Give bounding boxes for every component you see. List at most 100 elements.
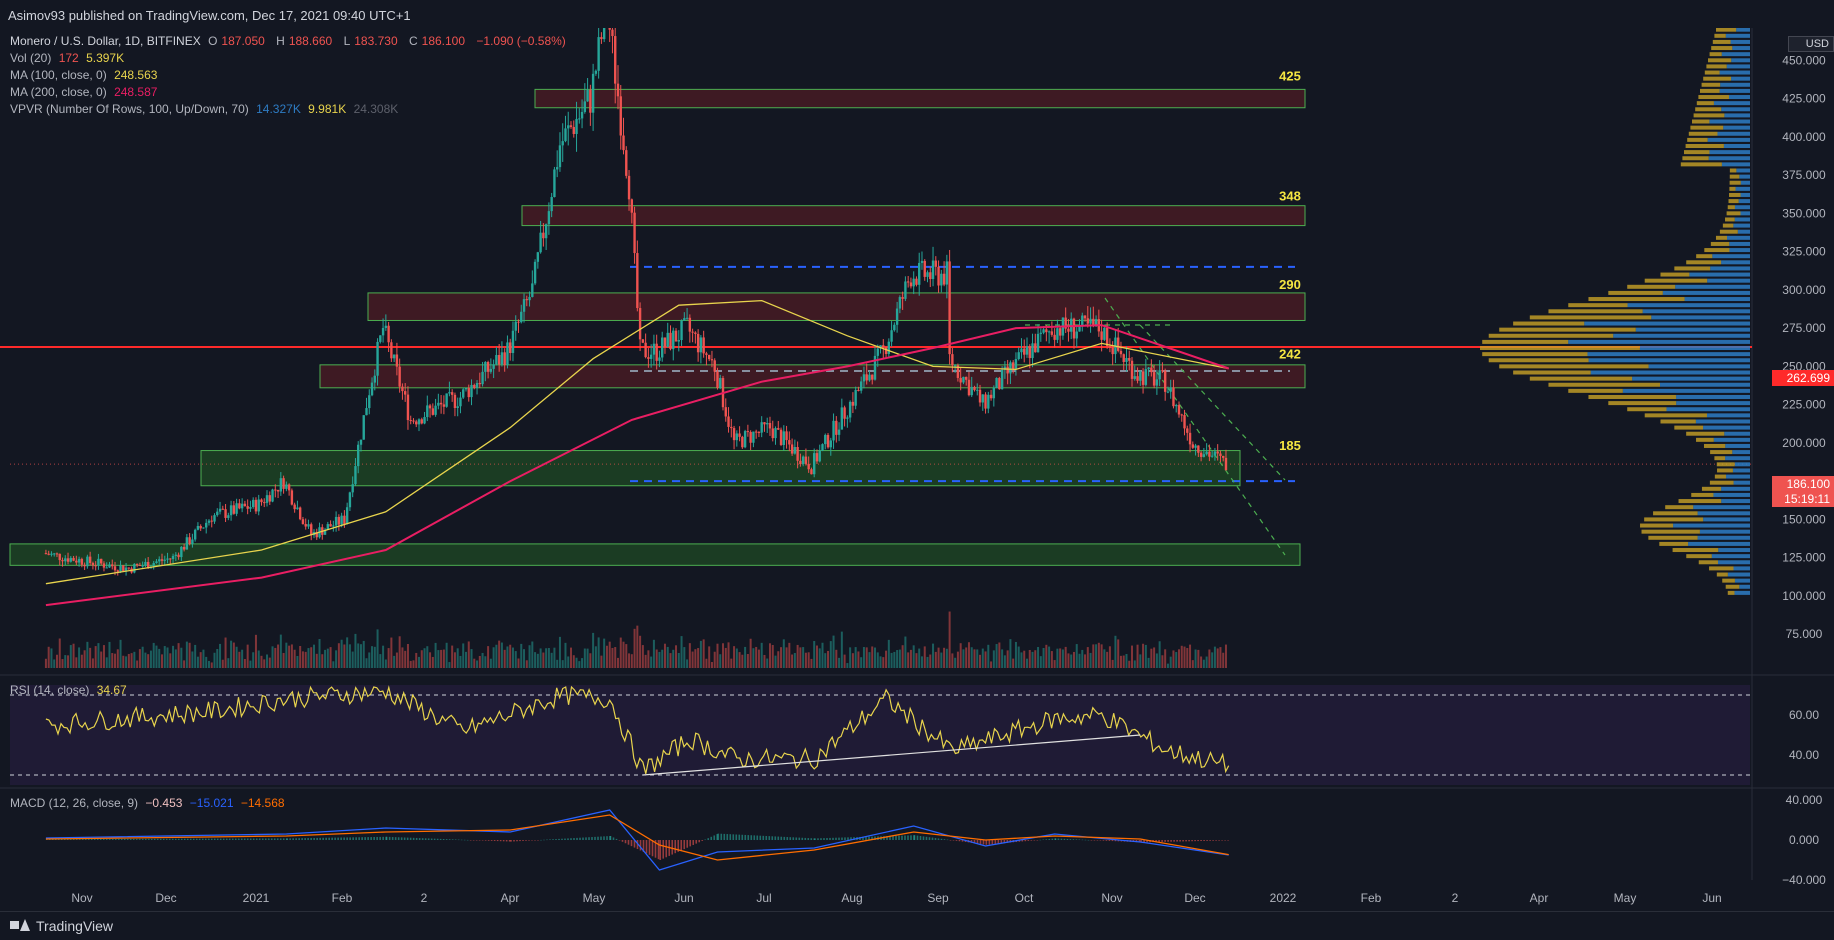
volume-bar [420, 650, 423, 668]
symbol-name[interactable]: Monero / U.S. Dollar, 1D, BITFINEX [10, 34, 201, 48]
vpvr-up-bar [1725, 456, 1750, 461]
macd-tick-label: −40.000 [1782, 873, 1826, 887]
candle-body [1006, 366, 1009, 374]
macd-histogram-bar [231, 838, 234, 840]
macd-histogram-bar [469, 840, 472, 841]
vpvr-down-bar [1696, 101, 1714, 106]
vpvr-up-bar [1711, 554, 1750, 559]
rsi-legend[interactable]: RSI (14, close) 34.67 [10, 683, 131, 697]
tradingview-logo[interactable]: TradingView [10, 918, 113, 934]
volume-bar [741, 654, 744, 668]
vpvr-up-bar [1721, 499, 1750, 504]
level-label: 348 [1279, 188, 1301, 203]
volume-bar [207, 660, 210, 668]
candle-body [260, 499, 263, 503]
candle-body [702, 337, 705, 354]
price-tick-label: 275.000 [1782, 321, 1826, 335]
volume-bar [177, 643, 180, 668]
volume-bar [172, 645, 175, 668]
macd-histogram-bar [1114, 840, 1117, 842]
vol-legend[interactable]: Vol (20) 172 5.397K [10, 51, 128, 65]
candle-body [1163, 370, 1167, 392]
macd-histogram-bar [633, 840, 636, 848]
candle-body [334, 516, 338, 526]
vpvr-up-bar [1732, 46, 1750, 51]
candle-body [1210, 455, 1214, 457]
macd-histogram-bar [478, 840, 481, 841]
candle-body [340, 515, 343, 525]
macd-histogram-bar [639, 840, 642, 851]
macd-histogram-bar [600, 836, 602, 840]
volume-bar [1067, 653, 1070, 668]
rsi-tick-label: 60.00 [1789, 708, 1819, 722]
vpvr-legend[interactable]: VPVR (Number Of Rows, 100, Up/Down, 70) … [10, 102, 402, 116]
candle-body [506, 342, 509, 366]
volume-bar [78, 647, 81, 668]
macd-legend[interactable]: MACD (12, 26, close, 9) −0.453 −15.021 −… [10, 796, 289, 810]
ma100-legend[interactable]: MA (100, close, 0) 248.563 [10, 68, 161, 82]
vpvr-up-bar [1736, 168, 1750, 173]
volume-bar [299, 645, 302, 668]
candle-body [666, 332, 669, 347]
volume-bar [735, 648, 738, 668]
vpvr-up-bar [1675, 284, 1750, 289]
macd-histogram-bar [1111, 840, 1114, 842]
candle-body [967, 379, 971, 396]
vpvr-down-bar [1693, 113, 1725, 118]
macd-histogram-bar [301, 838, 303, 840]
volume-bar [838, 657, 841, 668]
macd-histogram-bar [988, 840, 991, 845]
volume-bar [835, 649, 838, 668]
candle-body [249, 507, 252, 509]
volume-bar [1177, 649, 1180, 668]
candle-body [583, 101, 587, 112]
volume-bar [774, 655, 777, 668]
macd-histogram-bar [279, 838, 282, 840]
volume-bar [160, 654, 163, 668]
candle-body [859, 381, 863, 391]
volume-bar [981, 648, 984, 668]
macd-histogram-bar [844, 837, 846, 840]
candle-body [826, 434, 830, 448]
candle-body [655, 343, 658, 361]
candle-body [274, 489, 277, 491]
macd-histogram-bar [195, 838, 198, 840]
volume-bar [896, 650, 899, 668]
candle-body [876, 348, 879, 356]
macd-histogram-bar [937, 838, 940, 840]
candle-body [392, 354, 396, 359]
candle-body [1067, 328, 1070, 332]
candle-body [893, 324, 896, 331]
volume-bar [874, 647, 876, 668]
price-tick-label: 300.000 [1782, 283, 1826, 297]
candle-body [77, 558, 81, 563]
volume-bar [840, 631, 843, 668]
volume-bar [401, 647, 404, 668]
volume-bar [266, 654, 269, 668]
candle-body [677, 340, 680, 342]
macd-histogram-bar [814, 838, 816, 840]
volume-bar [453, 652, 456, 668]
candle-body [287, 484, 291, 491]
candle-body [995, 377, 998, 388]
macd-histogram-bar [665, 840, 668, 858]
volume-bar [122, 655, 125, 668]
candle-body [931, 260, 935, 280]
ma200-legend[interactable]: MA (200, close, 0) 248.587 [10, 85, 161, 99]
volume-bar [932, 643, 935, 668]
candle-body [964, 376, 968, 380]
candle-body [984, 394, 987, 409]
rsi-trendline [642, 734, 1141, 776]
volume-bar [636, 625, 639, 668]
currency-button[interactable]: USD [1788, 36, 1834, 52]
volume-bar [390, 637, 393, 668]
candle-body [1105, 327, 1109, 347]
vpvr-down-bar [1688, 131, 1718, 136]
published-info: Asimov93 published on TradingView.com, D… [8, 8, 411, 23]
vpvr-down-bar [1588, 394, 1677, 399]
macd-histogram-bar [841, 837, 843, 840]
volume-bar [752, 648, 755, 668]
volume-bar [832, 635, 835, 668]
vpvr-up-bar [1662, 290, 1750, 295]
